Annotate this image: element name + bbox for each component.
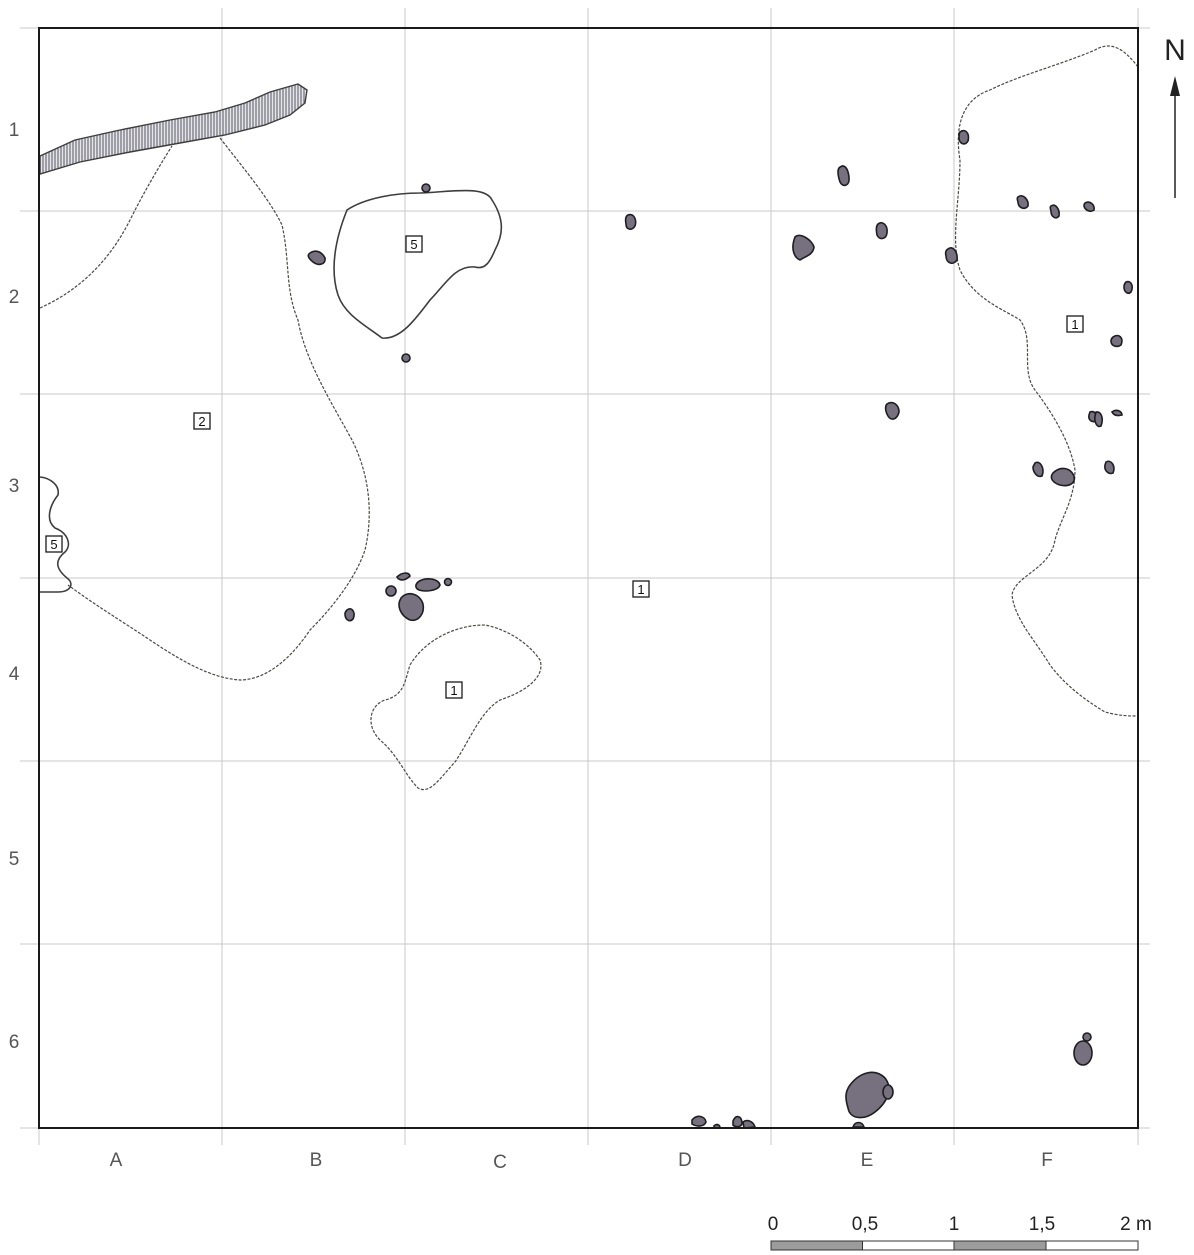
- column-label-e: E: [861, 1150, 874, 1171]
- contour-feature-5-a3: [39, 476, 72, 593]
- scale-segment-1: [770, 1240, 863, 1251]
- layer-label-c4: 1: [445, 681, 463, 699]
- row-label-4: 4: [9, 664, 20, 685]
- layer-label-d3: 1: [632, 580, 650, 598]
- row-label-6: 6: [9, 1032, 20, 1053]
- north-arrow: N: [1164, 34, 1186, 198]
- svg-text:1,5: 1,5: [1029, 1214, 1055, 1235]
- row-label-5: 5: [9, 849, 20, 870]
- svg-text:2 m: 2 m: [1120, 1214, 1152, 1235]
- svg-text:N: N: [1164, 34, 1186, 67]
- map-frame: [38, 27, 1139, 1129]
- contour-feature-5-c2: [333, 189, 503, 339]
- svg-text:1: 1: [450, 683, 457, 698]
- row-label-1: 1: [9, 120, 20, 141]
- scale-segment-4: [1045, 1240, 1139, 1251]
- scale-segment-2: [862, 1240, 955, 1251]
- scale-bar: 0 0,5 1 1,5 2 m: [768, 1214, 1152, 1251]
- svg-text:2: 2: [198, 414, 205, 429]
- layer-label-f2: 1: [1066, 315, 1084, 333]
- layer-label-a2: 2: [193, 412, 211, 430]
- grid: [20, 8, 1150, 1145]
- svg-text:5: 5: [50, 537, 57, 552]
- row-label-3: 3: [9, 476, 20, 497]
- column-label-f: F: [1041, 1150, 1053, 1171]
- row-label-2: 2: [9, 287, 20, 308]
- svg-text:1: 1: [1071, 317, 1078, 332]
- layer-label-c2: 5: [405, 235, 423, 253]
- hatched-feature: [39, 83, 308, 175]
- contour-feature-1-f: [954, 45, 1139, 717]
- column-label-a: A: [110, 1150, 123, 1171]
- svg-text:1: 1: [637, 582, 644, 597]
- svg-text:5: 5: [410, 237, 417, 252]
- contour-feature-2: [39, 137, 370, 681]
- scale-segment-3: [953, 1240, 1047, 1251]
- svg-text:1: 1: [949, 1214, 960, 1235]
- svg-text:0: 0: [768, 1214, 779, 1235]
- contour-feature-1-c4: [370, 624, 542, 791]
- stones: [307, 129, 1133, 1129]
- svg-text:0,5: 0,5: [852, 1214, 878, 1235]
- column-label-b: B: [310, 1150, 323, 1171]
- column-label-d: D: [678, 1150, 692, 1171]
- layer-label-a3: 5: [45, 535, 63, 553]
- column-label-c: C: [493, 1152, 507, 1173]
